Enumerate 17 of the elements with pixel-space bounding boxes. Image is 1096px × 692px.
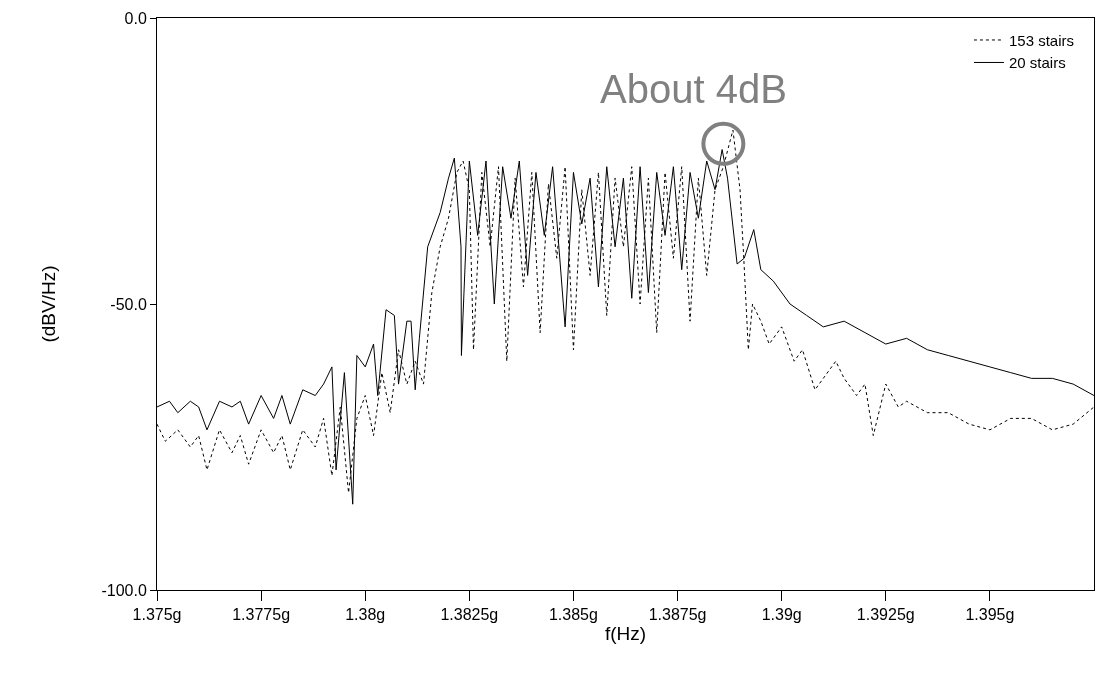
y-tick-label: -100.0 xyxy=(101,581,147,599)
x-tick-label: 1.38g xyxy=(345,606,386,624)
x-tick-label: 1.385g xyxy=(548,606,598,624)
x-tick-label: 1.3825g xyxy=(440,606,499,624)
x-tick-label: 1.3875g xyxy=(648,606,707,624)
y-tick-label: 0.0 xyxy=(124,9,147,27)
x-tick-label: 1.395g xyxy=(965,606,1015,624)
annotation: About 4dB xyxy=(600,67,787,111)
y-tick-label: -50.0 xyxy=(110,295,147,313)
x-tick-label: 1.39g xyxy=(761,606,802,624)
x-axis-title: f(Hz) xyxy=(604,623,647,644)
x-tick-label: 1.3775g xyxy=(232,606,291,624)
y-axis-title: (dBV/Hz) xyxy=(38,265,60,343)
legend-label: 153 stairs xyxy=(1008,31,1074,49)
legend-label: 20 stairs xyxy=(1008,54,1066,72)
x-tick-label: 1.375g xyxy=(132,606,182,624)
x-tick-label: 1.3925g xyxy=(856,606,915,624)
